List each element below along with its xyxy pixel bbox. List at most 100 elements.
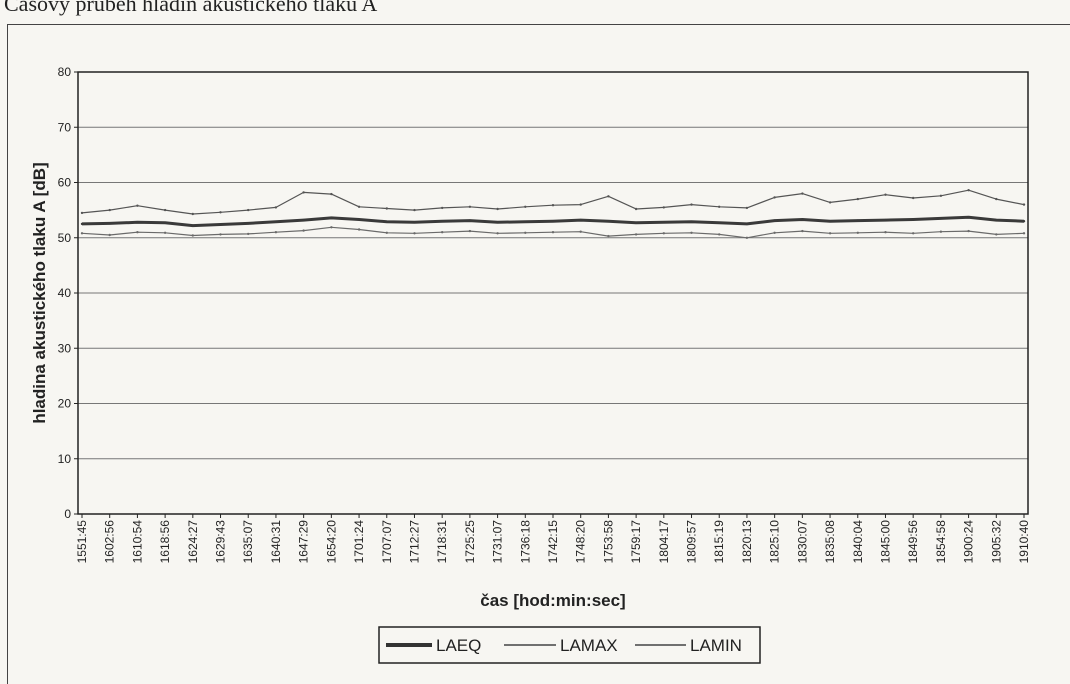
x-axis-title: čas [hod:min:sec] xyxy=(480,591,625,610)
x-tick-label: 1840:04 xyxy=(851,520,865,564)
page-title: Časový průběh hladin akustického tlaku A xyxy=(4,0,378,16)
x-tick-label: 1753:58 xyxy=(601,520,615,564)
data-point-lamax xyxy=(607,195,610,198)
x-tick-label: 1602:56 xyxy=(103,520,117,564)
legend-box xyxy=(378,626,761,664)
data-point-lamax xyxy=(718,205,721,208)
legend-label-laeq: LAEQ xyxy=(436,636,481,655)
data-point-laeq xyxy=(357,218,361,221)
data-point-lamin xyxy=(551,231,555,234)
data-point-laeq xyxy=(551,220,555,223)
data-point-lamax xyxy=(136,204,139,207)
data-point-lamin xyxy=(136,231,139,234)
data-point-lamax xyxy=(662,206,665,209)
data-point-lamax xyxy=(247,208,250,212)
data-point-laeq xyxy=(136,221,139,224)
data-point-lamax xyxy=(330,192,333,196)
data-point-laeq xyxy=(163,221,167,224)
data-point-lamin xyxy=(607,234,610,238)
legend-label-lamin: LAMIN xyxy=(690,636,742,655)
data-point-lamax xyxy=(219,211,222,214)
y-tick-labels: 0 10 20 30 40 50 60 70 80 xyxy=(58,65,78,521)
y-tick-label: 70 xyxy=(58,120,72,134)
data-point-laeq xyxy=(1022,220,1026,223)
data-point-laeq xyxy=(441,220,444,223)
data-point-laeq xyxy=(634,221,638,224)
x-tick-label: 1712:27 xyxy=(407,520,421,564)
data-point-lamin xyxy=(302,229,305,232)
data-point-lamax xyxy=(441,206,444,210)
data-point-lamin xyxy=(939,230,943,233)
data-point-lamin xyxy=(468,229,472,233)
x-tick-label: 1830:07 xyxy=(795,520,809,564)
series-lamax xyxy=(80,189,1026,216)
data-point-laeq xyxy=(330,216,333,220)
data-point-lamin xyxy=(496,232,499,235)
legend: LAEQ LAMAX LAMIN xyxy=(378,626,761,664)
x-tick-label: 1820:13 xyxy=(740,520,754,564)
x-tick-label: 1759:17 xyxy=(629,520,643,564)
data-point-laeq xyxy=(967,216,970,219)
data-point-lamin xyxy=(856,231,859,234)
data-point-lamax xyxy=(828,201,832,204)
data-point-laeq xyxy=(912,218,915,221)
series-lamin xyxy=(80,226,1026,239)
x-tick-label: 1707:07 xyxy=(380,520,394,564)
data-point-lamin xyxy=(773,231,776,234)
data-point-lamax xyxy=(302,191,305,194)
data-point-lamax xyxy=(801,192,804,195)
data-point-lamin xyxy=(662,232,665,235)
data-point-lamin xyxy=(1022,232,1026,235)
x-tick-label: 1718:31 xyxy=(435,520,449,564)
data-point-lamax xyxy=(108,208,111,212)
x-tick-label: 1731:07 xyxy=(491,520,505,564)
y-tick-label: 10 xyxy=(58,452,72,466)
x-tick-labels: 1551:45 1602:56 1610:54 1618:56 1624:27 1629:… xyxy=(75,514,1031,563)
x-tick-label: 1635:07 xyxy=(241,520,255,564)
data-point-lamin xyxy=(801,229,804,233)
y-tick-label: 30 xyxy=(58,341,72,355)
y-axis-title: hladina akustického tlaku A [dB] xyxy=(30,162,49,423)
y-tick-label: 0 xyxy=(64,507,71,521)
data-point-laeq xyxy=(274,220,278,223)
x-tick-label: 1640:31 xyxy=(269,520,283,564)
data-point-lamax xyxy=(385,207,388,210)
y-tick-label: 40 xyxy=(58,286,72,300)
y-tick-label: 60 xyxy=(58,176,72,190)
data-point-lamax xyxy=(80,211,84,215)
data-point-laeq xyxy=(579,218,582,222)
data-point-lamin xyxy=(163,231,167,234)
data-point-laeq xyxy=(801,218,804,221)
data-point-laeq xyxy=(302,218,305,222)
data-point-lamax xyxy=(939,194,943,197)
data-point-lamin xyxy=(247,232,250,236)
data-point-lamax xyxy=(1022,203,1026,206)
data-point-lamin xyxy=(967,229,970,233)
x-tick-label: 1748:20 xyxy=(574,520,588,564)
x-tick-label: 1809:57 xyxy=(685,520,699,564)
data-point-lamax xyxy=(468,205,472,208)
x-tick-label: 1845:00 xyxy=(878,520,892,564)
data-point-lamax xyxy=(524,205,527,208)
y-tick-label: 80 xyxy=(58,65,72,79)
data-point-laeq xyxy=(413,221,416,224)
x-tick-label: 1825:10 xyxy=(768,520,782,564)
data-point-laeq xyxy=(219,223,222,226)
data-point-laeq xyxy=(80,222,84,226)
series-layer xyxy=(80,189,1026,239)
data-point-laeq xyxy=(108,222,111,225)
x-tick-label: 1905:32 xyxy=(989,520,1003,564)
data-point-laeq xyxy=(662,221,665,224)
data-point-lamax xyxy=(690,203,693,206)
data-point-lamin xyxy=(828,232,832,235)
data-point-lamin xyxy=(912,232,915,235)
data-point-lamin xyxy=(884,231,887,234)
x-tick-label: 1610:54 xyxy=(130,520,144,564)
data-point-laeq xyxy=(856,219,859,222)
data-point-laeq xyxy=(607,220,610,223)
x-tick-label: 1804:17 xyxy=(657,520,671,564)
chart-frame xyxy=(7,24,1070,684)
grid-lines xyxy=(78,126,1028,460)
data-point-lamax xyxy=(274,206,278,209)
data-point-laeq xyxy=(385,220,388,223)
